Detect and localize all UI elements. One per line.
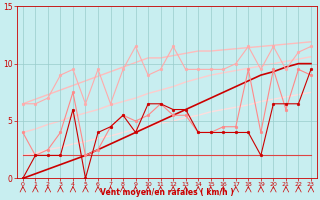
- X-axis label: Vent moyen/en rafales ( km/h ): Vent moyen/en rafales ( km/h ): [100, 188, 234, 197]
